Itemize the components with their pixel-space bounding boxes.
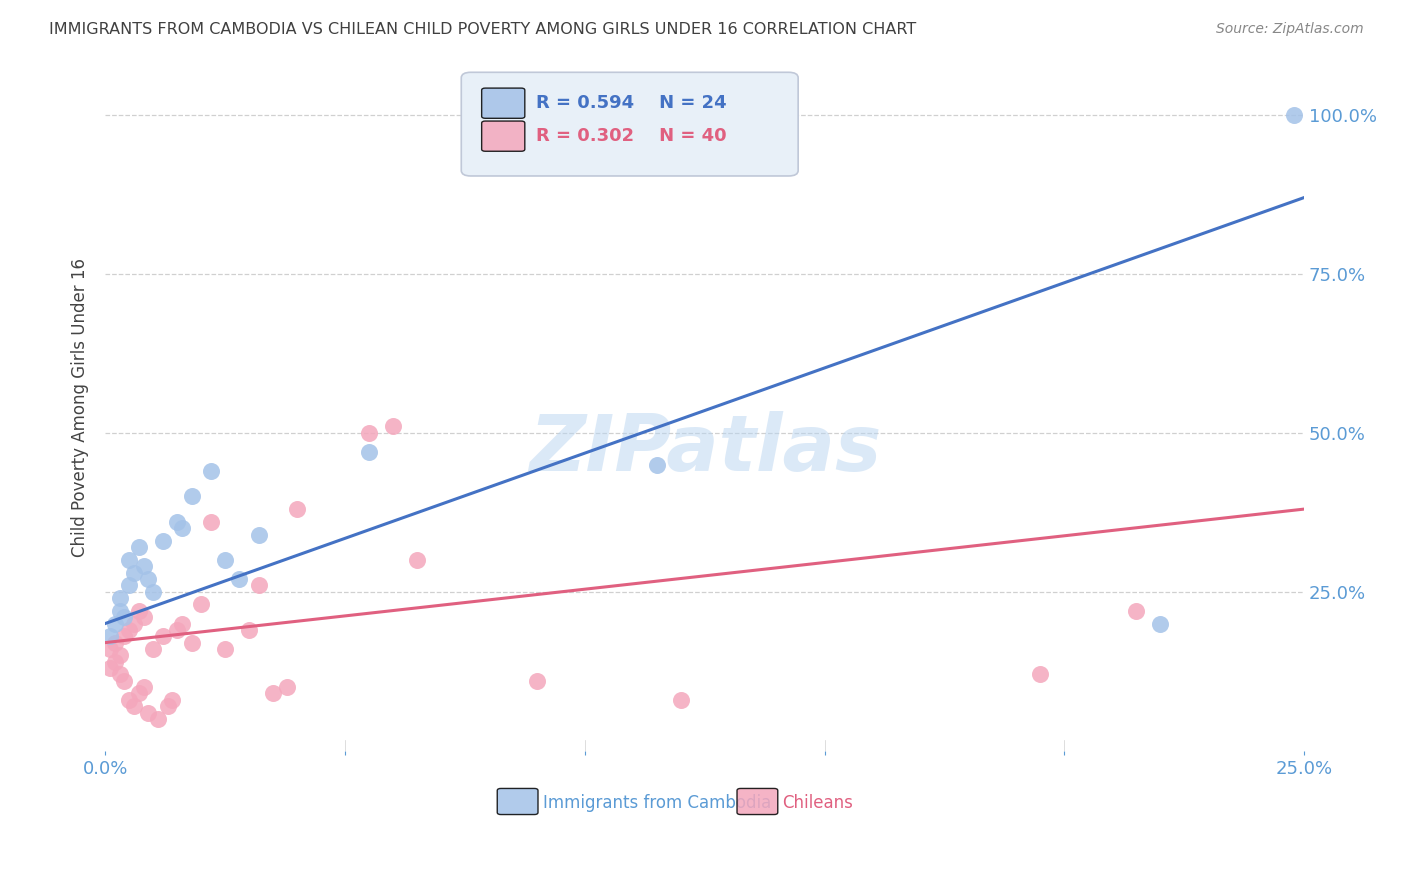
Point: [112, 610, 135, 624]
Text: R = 0.302    N = 40: R = 0.302 N = 40: [536, 128, 727, 145]
FancyBboxPatch shape: [737, 789, 778, 814]
Y-axis label: Child Poverty Among Girls Under 16: Child Poverty Among Girls Under 16: [72, 258, 89, 557]
Point: [132, 559, 155, 574]
Point: [128, 604, 150, 618]
Point: [166, 623, 188, 637]
Point: [214, 553, 236, 567]
Point: [262, 686, 284, 700]
Point: [122, 616, 145, 631]
Point: [669, 693, 692, 707]
Point: [1029, 667, 1052, 681]
Point: [170, 521, 193, 535]
Point: [645, 458, 668, 472]
Point: [166, 515, 188, 529]
Point: [118, 578, 141, 592]
Point: [526, 673, 548, 688]
Point: [132, 680, 155, 694]
Point: [98, 661, 121, 675]
Point: [108, 591, 131, 606]
Point: [406, 553, 429, 567]
Point: [1149, 616, 1171, 631]
Point: [381, 419, 404, 434]
Point: [200, 464, 222, 478]
Point: [152, 629, 174, 643]
Point: [200, 515, 222, 529]
Point: [104, 635, 127, 649]
Point: [138, 706, 160, 720]
Point: [357, 445, 380, 459]
Text: IMMIGRANTS FROM CAMBODIA VS CHILEAN CHILD POVERTY AMONG GIRLS UNDER 16 CORRELATI: IMMIGRANTS FROM CAMBODIA VS CHILEAN CHIL…: [49, 22, 917, 37]
Point: [228, 572, 250, 586]
Point: [112, 629, 135, 643]
Point: [128, 686, 150, 700]
FancyBboxPatch shape: [482, 121, 524, 152]
Point: [190, 598, 212, 612]
Point: [152, 533, 174, 548]
Point: [104, 616, 127, 631]
Text: Immigrants from Cambodia: Immigrants from Cambodia: [543, 794, 770, 812]
Point: [142, 642, 165, 657]
Point: [118, 693, 141, 707]
Point: [128, 540, 150, 554]
Point: [98, 629, 121, 643]
Point: [276, 680, 298, 694]
Point: [104, 655, 127, 669]
Point: [285, 502, 308, 516]
Point: [132, 610, 155, 624]
Text: ZIPatlas: ZIPatlas: [529, 410, 880, 486]
Point: [122, 566, 145, 580]
Point: [146, 712, 169, 726]
Point: [108, 648, 131, 663]
Point: [357, 425, 380, 440]
Point: [247, 527, 270, 541]
Point: [118, 553, 141, 567]
FancyBboxPatch shape: [498, 789, 538, 814]
Point: [118, 623, 141, 637]
Point: [142, 584, 165, 599]
FancyBboxPatch shape: [461, 72, 799, 176]
Point: [238, 623, 260, 637]
Point: [1125, 604, 1147, 618]
FancyBboxPatch shape: [482, 88, 524, 119]
Point: [98, 642, 121, 657]
Point: [122, 699, 145, 714]
Point: [162, 693, 184, 707]
Point: [156, 699, 179, 714]
Point: [1284, 108, 1306, 122]
Point: [180, 489, 202, 503]
Point: [112, 673, 135, 688]
Text: Source: ZipAtlas.com: Source: ZipAtlas.com: [1216, 22, 1364, 37]
Point: [108, 667, 131, 681]
Point: [214, 642, 236, 657]
Point: [247, 578, 270, 592]
Point: [170, 616, 193, 631]
Point: [180, 635, 202, 649]
Text: R = 0.594    N = 24: R = 0.594 N = 24: [536, 95, 727, 112]
Point: [108, 604, 131, 618]
Point: [138, 572, 160, 586]
Text: Chileans: Chileans: [783, 794, 853, 812]
